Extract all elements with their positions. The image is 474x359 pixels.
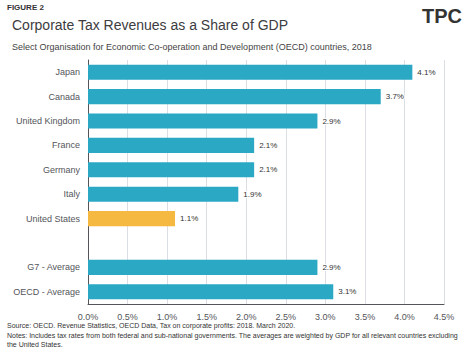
svg-text:1.5%: 1.5% <box>196 312 217 322</box>
svg-text:4.5%: 4.5% <box>434 312 455 322</box>
svg-text:Source: OECD. Revenue Statisti: Source: OECD. Revenue Statistics, OECD D… <box>7 322 295 330</box>
svg-text:3.7%: 3.7% <box>386 92 404 101</box>
svg-text:1.0%: 1.0% <box>157 312 178 322</box>
svg-text:0.0%: 0.0% <box>78 312 99 322</box>
svg-text:3.0%: 3.0% <box>315 312 336 322</box>
svg-text:Select Organisation for Econom: Select Organisation for Economic Co-oper… <box>12 42 372 52</box>
svg-text:3.5%: 3.5% <box>355 312 376 322</box>
svg-text:Notes: Includes tax rates from: Notes: Includes tax rates from both fede… <box>7 332 458 340</box>
svg-text:1.9%: 1.9% <box>243 190 261 199</box>
svg-text:Germany: Germany <box>43 165 81 175</box>
svg-text:2.5%: 2.5% <box>276 312 297 322</box>
svg-text:Corporate Tax Revenues as a Sh: Corporate Tax Revenues as a Share of GDP <box>12 17 288 33</box>
svg-text:3.1%: 3.1% <box>338 287 356 296</box>
svg-text:United States: United States <box>26 214 81 224</box>
svg-text:2.9%: 2.9% <box>322 117 340 126</box>
svg-text:2.9%: 2.9% <box>322 263 340 272</box>
svg-text:the United States.: the United States. <box>7 341 63 348</box>
svg-text:1.1%: 1.1% <box>180 214 198 223</box>
svg-text:Canada: Canada <box>48 92 80 102</box>
svg-text:G7 - Average: G7 - Average <box>27 262 80 272</box>
svg-text:2.1%: 2.1% <box>259 141 277 150</box>
svg-text:4.0%: 4.0% <box>394 312 415 322</box>
svg-text:2.1%: 2.1% <box>259 165 277 174</box>
svg-text:Italy: Italy <box>63 189 80 199</box>
svg-text:2.0%: 2.0% <box>236 312 257 322</box>
svg-text:TPC: TPC <box>422 5 462 27</box>
svg-text:France: France <box>52 140 80 150</box>
svg-text:Japan: Japan <box>55 67 80 77</box>
svg-text:United Kingdom: United Kingdom <box>16 116 80 126</box>
svg-text:0.5%: 0.5% <box>117 312 138 322</box>
svg-text:FIGURE 2: FIGURE 2 <box>7 3 44 12</box>
svg-text:OECD - Average: OECD - Average <box>13 287 80 297</box>
svg-text:4.1%: 4.1% <box>417 68 435 77</box>
